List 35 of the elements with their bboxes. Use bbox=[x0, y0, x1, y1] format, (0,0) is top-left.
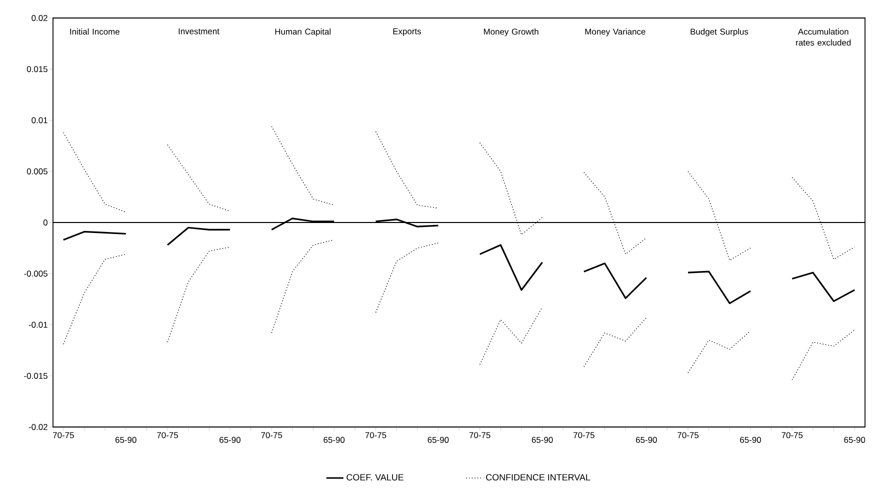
x-tick-label: 70-75 bbox=[469, 432, 490, 438]
y-tick-label: -0.015 bbox=[24, 372, 48, 379]
x-tick-label: 65-90 bbox=[740, 436, 761, 443]
x-tick-label: 65-90 bbox=[220, 436, 240, 443]
x-tick-label: 70-75 bbox=[365, 432, 386, 438]
x-tick-label: 70-75 bbox=[53, 432, 74, 438]
y-tick-label: 0.005 bbox=[26, 168, 48, 174]
x-tick-label: 70-75 bbox=[157, 432, 178, 438]
x-tick-label: 65-90 bbox=[532, 436, 553, 443]
annotation: Accumulation rates excluded bbox=[796, 28, 851, 46]
y-tick-label: -0.005 bbox=[24, 270, 48, 277]
legend-label: COEF. VALUE bbox=[346, 474, 404, 480]
x-tick-label: 70-75 bbox=[574, 432, 594, 438]
x-tick-label: 65-90 bbox=[428, 436, 449, 443]
x-tick-label: 65-90 bbox=[324, 436, 345, 443]
y-tick-label: 0.01 bbox=[32, 117, 48, 124]
annotation: Initial Income bbox=[70, 28, 120, 35]
y-tick-label: 0.015 bbox=[26, 66, 48, 72]
x-tick-label: 70-75 bbox=[678, 432, 699, 438]
x-tick-label: 65-90 bbox=[636, 436, 657, 443]
annotation: Money Growth bbox=[484, 28, 538, 36]
y-tick-label: 0 bbox=[43, 220, 48, 226]
x-tick-label: 65-90 bbox=[115, 436, 136, 443]
annotation: Investment bbox=[178, 28, 220, 34]
x-tick-label: 70-75 bbox=[782, 432, 803, 438]
x-tick-label: 70-75 bbox=[261, 432, 282, 438]
y-tick-label: 0.02 bbox=[32, 15, 48, 21]
annotation: Money Variance bbox=[585, 28, 646, 36]
x-tick-label: 65-90 bbox=[844, 436, 866, 443]
annotation: Human Capital bbox=[275, 28, 331, 36]
y-tick-label: -0.01 bbox=[28, 322, 48, 328]
y-tick-label: -0.02 bbox=[28, 424, 48, 430]
legend-label: CONFIDENCE INTERVAL bbox=[486, 474, 590, 480]
annotation: Exports bbox=[393, 28, 421, 36]
annotation: Budget Surplus bbox=[690, 28, 748, 36]
